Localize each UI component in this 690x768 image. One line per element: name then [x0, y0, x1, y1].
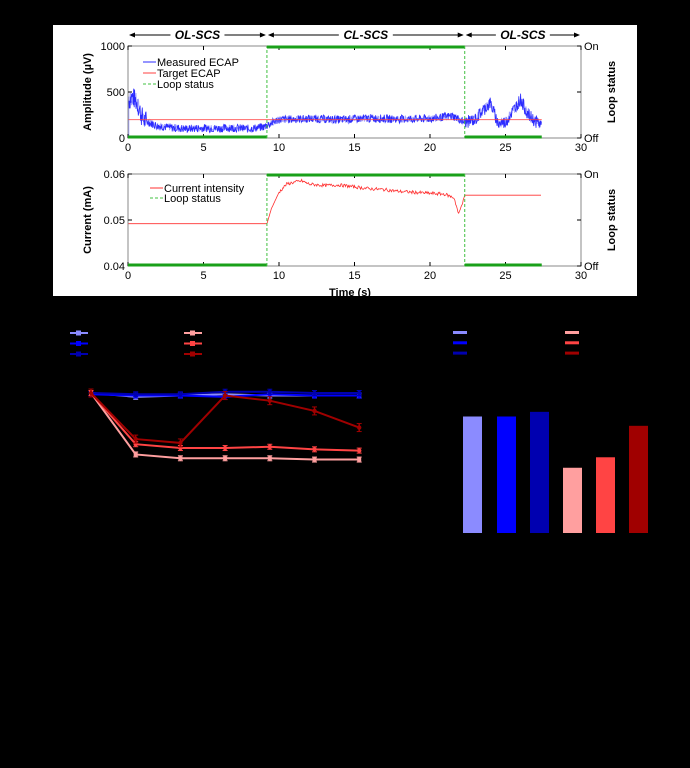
data-point — [134, 393, 138, 397]
y-axis-label: Current (mA) — [82, 186, 94, 254]
x-tick-label: 15 — [348, 142, 360, 154]
data-point — [312, 391, 316, 395]
data-point — [134, 442, 138, 446]
data-point — [357, 458, 361, 462]
x-tick-label: 0 — [125, 270, 131, 282]
bar-chart — [463, 412, 648, 533]
x-tick-label: 0 — [125, 142, 131, 154]
data-point — [268, 398, 272, 402]
data-point — [357, 394, 361, 398]
ecap-time-series-figure: OL-SCSCL-SCSOL-SCS05101520253005001000On… — [53, 25, 637, 296]
x-tick-label: 5 — [200, 142, 206, 154]
data-point — [134, 395, 138, 399]
data-point — [89, 391, 93, 395]
loop-on-label: On — [584, 169, 599, 181]
x-tick-label: 20 — [424, 270, 436, 282]
data-point — [178, 392, 182, 396]
phase-label: OL-SCS — [500, 28, 545, 42]
x-tick-label: 25 — [499, 270, 511, 282]
data-point — [223, 393, 227, 397]
x-tick-label: 5 — [200, 270, 206, 282]
data-point — [178, 394, 182, 398]
line-series — [91, 393, 359, 397]
data-point — [268, 392, 272, 396]
data-point — [357, 393, 361, 397]
data-point — [312, 409, 316, 413]
data-point — [223, 395, 227, 399]
right-axis-label: Loop status — [606, 61, 618, 123]
x-tick-label: 25 — [499, 142, 511, 154]
line-series — [91, 393, 359, 460]
loop-off-label: Off — [584, 133, 599, 145]
data-point — [268, 390, 272, 394]
phase-label: CL-SCS — [343, 28, 388, 42]
y-tick-label: 0.05 — [104, 215, 125, 227]
legend-item: Loop status — [157, 79, 214, 91]
data-point — [134, 452, 138, 456]
data-point — [223, 446, 227, 450]
data-point — [312, 447, 316, 451]
data-point — [178, 446, 182, 450]
x-tick-label: 15 — [348, 270, 360, 282]
bar-r2 — [596, 457, 615, 533]
data-point — [357, 448, 361, 452]
legend-item: Loop status — [164, 193, 221, 205]
ecap-figure-panel: OL-SCSCL-SCSOL-SCS05101520253005001000On… — [53, 25, 637, 296]
data-point — [223, 390, 227, 394]
data-point — [357, 391, 361, 395]
line-series — [91, 393, 359, 443]
bar-b3 — [530, 412, 549, 533]
right-axis-label: Loop status — [606, 189, 618, 251]
line-series — [91, 394, 359, 397]
data-point — [313, 394, 317, 398]
line-series — [91, 393, 359, 451]
legend-amplitude: Measured ECAPTarget ECAPLoop status — [143, 57, 239, 91]
data-point — [89, 391, 93, 395]
phase-header: OL-SCS CL-SCS OL-SCS — [129, 27, 580, 42]
data-point — [268, 445, 272, 449]
x-tick-label: 20 — [424, 142, 436, 154]
normalized-line-chart — [89, 389, 362, 462]
data-point — [313, 458, 317, 462]
x-tick-label: 10 — [273, 270, 285, 282]
measured-ecap-line — [129, 89, 542, 133]
current-plot: 0510152025300.040.050.06OnOffCurrent (mA… — [82, 169, 618, 296]
data-point — [178, 456, 182, 460]
data-point — [89, 391, 93, 395]
x-axis-label: Time (s) — [329, 287, 371, 296]
data-point — [357, 425, 361, 429]
y-tick-label: 0.06 — [104, 169, 125, 181]
bar-b2 — [497, 417, 516, 534]
loop-on-label: On — [584, 41, 599, 53]
data-point — [89, 391, 93, 395]
y-tick-label: 0.04 — [104, 261, 125, 273]
bar-chart-legend — [453, 331, 579, 355]
y-tick-label: 500 — [107, 87, 125, 99]
data-point — [178, 441, 182, 445]
data-point — [312, 393, 316, 397]
bar-b1 — [463, 417, 482, 534]
amplitude-plot: 05101520253005001000OnOffAmplitude (µV)L… — [82, 41, 618, 154]
legend-current: Current intensityLoop status — [150, 183, 245, 205]
bar-r1 — [563, 468, 582, 533]
line-chart-legend — [70, 331, 202, 357]
data-point — [134, 392, 138, 396]
phase-label: OL-SCS — [175, 28, 220, 42]
data-point — [268, 394, 272, 398]
data-point — [223, 392, 227, 396]
y-tick-label: 1000 — [101, 41, 125, 53]
data-point — [134, 437, 138, 441]
data-point — [89, 391, 93, 395]
y-axis-label: Amplitude (µV) — [82, 53, 94, 131]
data-point — [268, 456, 272, 460]
loop-off-label: Off — [584, 261, 599, 273]
y-tick-label: 0 — [119, 133, 125, 145]
x-tick-label: 10 — [273, 142, 285, 154]
data-point — [223, 456, 227, 460]
bar-r3 — [629, 426, 648, 533]
data-point — [89, 392, 93, 396]
line-series — [91, 392, 359, 395]
data-point — [178, 393, 182, 397]
